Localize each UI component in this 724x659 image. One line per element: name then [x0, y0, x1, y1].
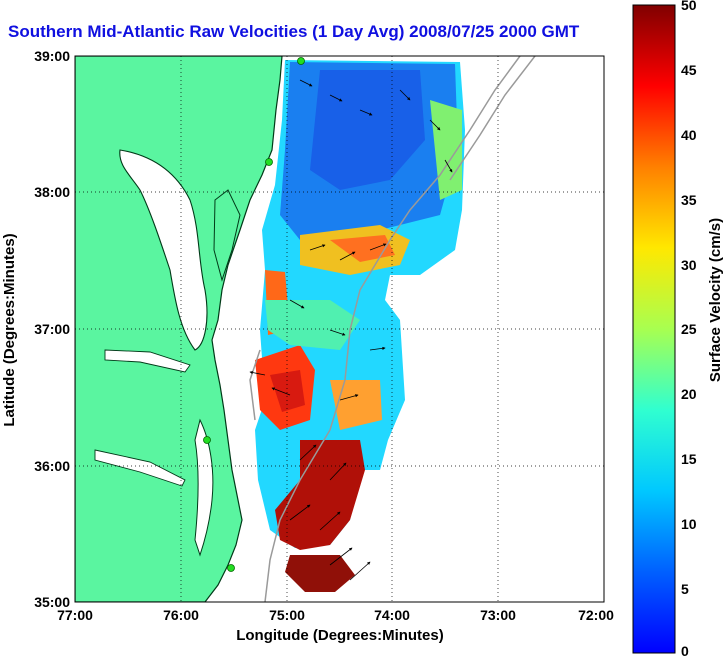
- x-tick-label: 72:00: [578, 607, 614, 623]
- colorbar-tick-label: 0: [681, 643, 689, 659]
- colorbar-tick-label: 30: [681, 257, 697, 273]
- colorbar-tick-label: 45: [681, 62, 697, 78]
- station-marker: [227, 564, 235, 572]
- y-tick-label: 35:00: [34, 594, 70, 610]
- colorbar-tick-label: 5: [681, 581, 689, 597]
- colorbar: [632, 4, 676, 654]
- colorbar-tick-label: 15: [681, 451, 697, 467]
- x-tick-label: 76:00: [163, 607, 199, 623]
- colorbar-label: Surface Velocity (cm/s): [707, 218, 724, 382]
- y-tick-label: 36:00: [34, 458, 70, 474]
- colorbar-tick-label: 40: [681, 127, 697, 143]
- colorbar-tick-label: 50: [681, 0, 697, 13]
- y-tick-label: 38:00: [34, 184, 70, 200]
- y-axis-label: Latitude (Degrees:Minutes): [1, 233, 18, 426]
- map-title: Southern Mid-Atlantic Raw Velocities (1 …: [8, 22, 580, 41]
- plot-frame: [74, 55, 605, 603]
- x-tick-label: 74:00: [374, 607, 410, 623]
- x-tick-label: 73:00: [480, 607, 516, 623]
- gridlines: [75, 56, 604, 602]
- y-tick-label: 37:00: [34, 321, 70, 337]
- x-tick-label: 75:00: [269, 607, 305, 623]
- land: [75, 56, 283, 602]
- colorbar-tick-label: 20: [681, 386, 697, 402]
- x-tick-label: 77:00: [57, 607, 93, 623]
- x-axis-label: Longitude (Degrees:Minutes): [236, 627, 444, 644]
- station-marker: [203, 436, 211, 444]
- station-marker: [297, 57, 305, 65]
- station-marker: [265, 158, 273, 166]
- colorbar-tick-label: 10: [681, 516, 697, 532]
- colorbar-tick-label: 25: [681, 321, 697, 337]
- radar-stations: [203, 57, 305, 572]
- y-tick-label: 39:00: [34, 48, 70, 64]
- velocity-field: [255, 60, 465, 592]
- bathymetry-contours: [249, 56, 536, 602]
- colorbar-tick-label: 35: [681, 192, 697, 208]
